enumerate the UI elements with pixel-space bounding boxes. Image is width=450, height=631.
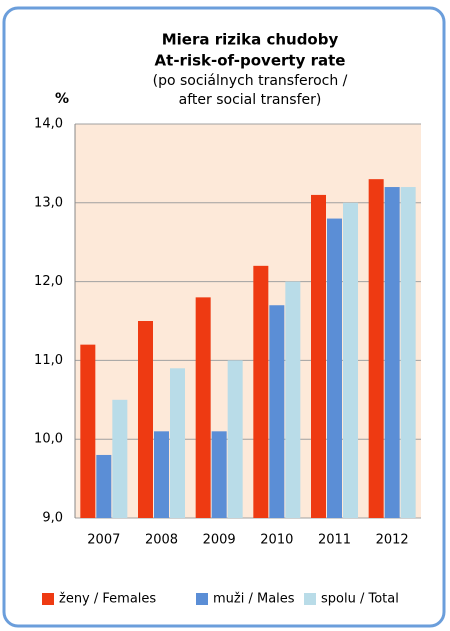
- legend-label: spolu / Total: [321, 592, 399, 607]
- bar: [269, 305, 285, 518]
- bar: [154, 431, 169, 518]
- bar: [227, 360, 243, 518]
- bar: [384, 187, 400, 519]
- bar: [368, 179, 384, 518]
- x-tick-label: 2009: [203, 533, 236, 548]
- legend-swatch: [42, 593, 54, 605]
- bar: [170, 368, 185, 518]
- x-tick-label: 2010: [260, 533, 293, 548]
- bar: [96, 454, 112, 518]
- legend-label: ženy / Females: [59, 592, 156, 607]
- bar: [253, 265, 269, 518]
- y-tick-label: 11,0: [34, 353, 63, 368]
- plot-area: [75, 124, 421, 518]
- y-tick-label: 9,0: [42, 511, 63, 526]
- bar: [195, 297, 211, 518]
- y-axis-label: %: [55, 91, 69, 107]
- x-tick-label: 2011: [318, 533, 351, 548]
- chart-title: At-risk-of-poverty rate: [155, 52, 346, 70]
- bar: [343, 202, 358, 519]
- legend-swatch: [304, 593, 316, 605]
- bar: [138, 321, 153, 518]
- y-tick-label: 13,0: [34, 195, 63, 210]
- x-tick-label: 2012: [376, 533, 409, 548]
- bar: [211, 431, 227, 518]
- bar: [311, 194, 326, 519]
- bar: [400, 187, 416, 519]
- chart-subtitle: after social transfer): [179, 92, 322, 108]
- y-tick-label: 10,0: [34, 432, 63, 447]
- chart-title: Miera rizika chudoby: [162, 31, 339, 49]
- bar: [327, 218, 342, 518]
- bar: [285, 281, 301, 518]
- x-tick-label: 2008: [145, 533, 178, 548]
- x-tick-label: 2007: [87, 533, 120, 548]
- bar: [80, 344, 96, 518]
- y-tick-label: 14,0: [34, 117, 63, 132]
- chart-subtitle: (po sociálnych transferoch /: [153, 73, 348, 89]
- bar: [112, 399, 128, 518]
- legend-label: muži / Males: [213, 592, 295, 607]
- legend-swatch: [196, 593, 208, 605]
- y-tick-label: 12,0: [34, 274, 63, 289]
